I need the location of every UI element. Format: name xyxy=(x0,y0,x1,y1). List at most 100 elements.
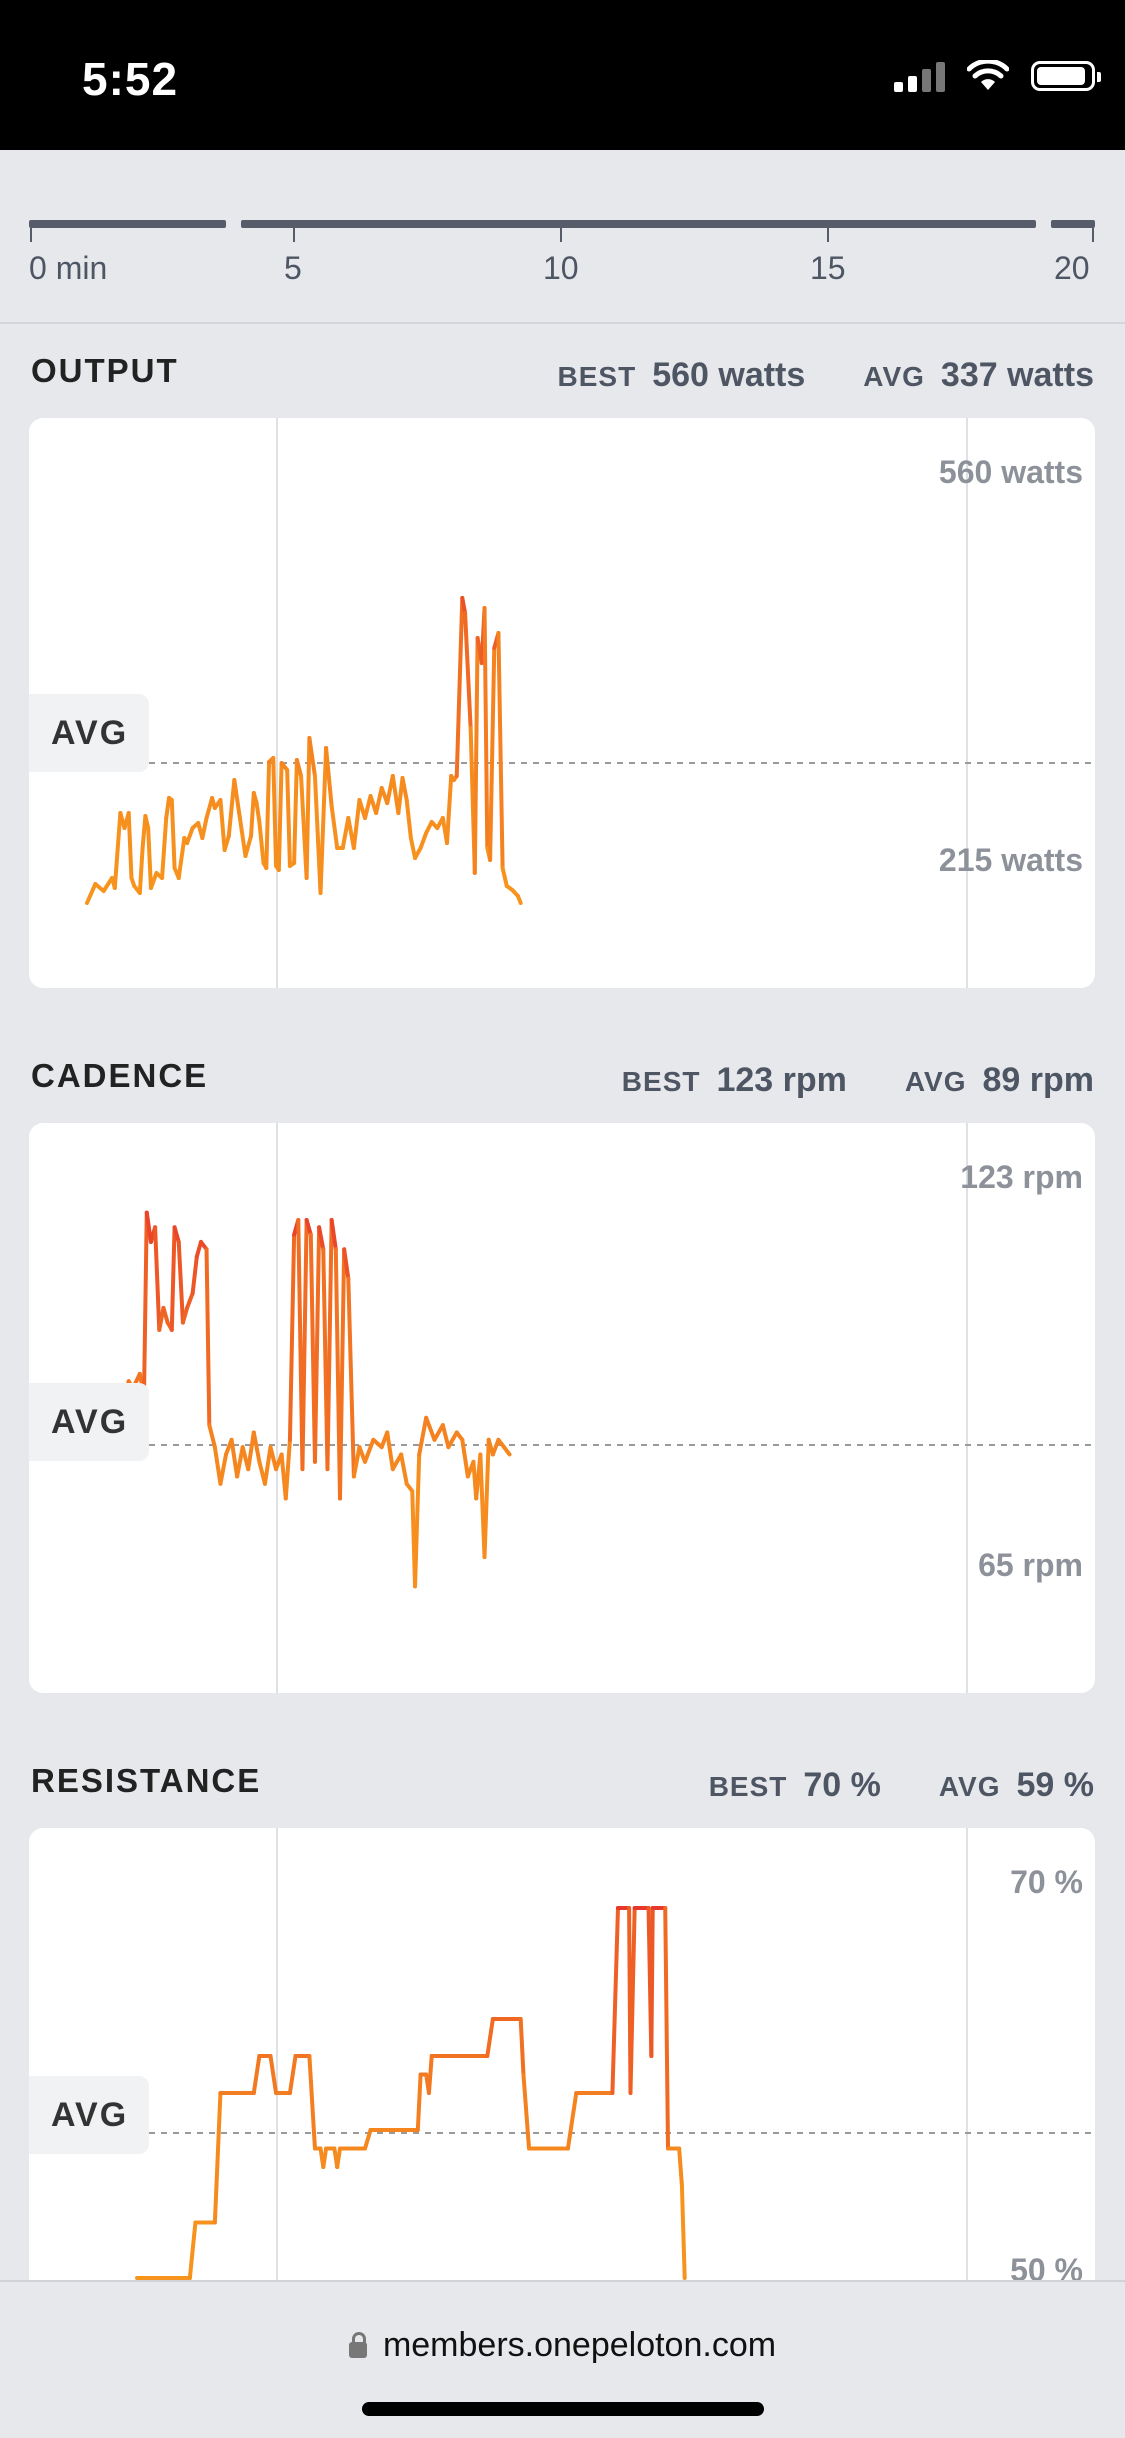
series-segment xyxy=(161,1305,170,1325)
series-segment xyxy=(287,1232,297,1442)
avg-value: 59 % xyxy=(1016,1766,1095,1804)
resistance-chart-svg xyxy=(29,1828,1095,2398)
series-segment xyxy=(169,1225,177,1332)
series-segment xyxy=(307,736,317,778)
series-segment xyxy=(445,774,454,845)
series-segment xyxy=(454,596,465,778)
series-segment xyxy=(300,1217,309,1472)
status-bar: 5:52 xyxy=(0,0,1125,150)
series-segment xyxy=(176,836,187,880)
series-segment xyxy=(185,1291,195,1310)
series-segment xyxy=(342,1247,351,1281)
address-bar[interactable]: members.onepeloton.com xyxy=(0,2326,1125,2365)
timeline xyxy=(0,150,1125,324)
home-indicator[interactable] xyxy=(362,2402,764,2416)
series-segment xyxy=(190,1254,199,1296)
avg-label: AVG xyxy=(938,1771,1001,1802)
series-segment xyxy=(276,761,284,872)
series-segment xyxy=(472,636,480,875)
series-segment xyxy=(502,1445,512,1457)
series-segment xyxy=(488,646,497,862)
series-segment xyxy=(232,778,242,820)
timeline-bar xyxy=(29,220,1095,242)
signal-icon xyxy=(894,60,945,92)
series-segment xyxy=(335,2146,342,2169)
best-label: BEST xyxy=(557,361,637,392)
cadence-chart: AVG 123 rpm 65 rpm xyxy=(29,1123,1095,1693)
avg-tag: AVG xyxy=(29,1383,149,1461)
series-segment xyxy=(200,816,209,840)
series-segment xyxy=(85,882,98,905)
series-segment xyxy=(399,1452,409,1486)
series-segment xyxy=(518,2017,526,2077)
series-segment xyxy=(160,816,169,880)
series-segment xyxy=(610,1906,620,2095)
series-segment xyxy=(677,2146,684,2188)
series-segment xyxy=(329,804,340,850)
avg-value: 337 watts xyxy=(940,356,1094,394)
series-segment xyxy=(460,1437,470,1479)
timeline-tick: 10 xyxy=(543,250,579,286)
series-segment xyxy=(283,1437,292,1501)
series-segment xyxy=(271,756,279,868)
min-label: 65 rpm xyxy=(978,1547,1083,1583)
output-chart-svg xyxy=(29,418,1095,988)
series-segment xyxy=(321,2146,329,2169)
best-value: 70 % xyxy=(803,1766,881,1804)
series-segment xyxy=(226,778,237,838)
series-segment xyxy=(262,1445,273,1486)
series-segment xyxy=(164,796,172,820)
series-segment xyxy=(460,596,468,615)
series-segment xyxy=(294,758,304,778)
series-segment xyxy=(146,826,153,890)
series-segment xyxy=(204,1247,212,1428)
series-segment xyxy=(112,811,123,890)
output-stats: BEST 560 watts AVG 337 watts xyxy=(558,356,1094,395)
series-segment xyxy=(374,786,384,815)
avg-value: 89 rpm xyxy=(982,1061,1095,1099)
series-segment xyxy=(268,2054,279,2095)
series-segment xyxy=(292,758,299,865)
series-segment xyxy=(254,801,262,824)
series-segment xyxy=(337,1247,347,1501)
best-label: BEST xyxy=(621,1066,701,1097)
max-label: 123 rpm xyxy=(960,1159,1083,1195)
best-label: BEST xyxy=(708,1771,788,1802)
resistance-title: RESISTANCE xyxy=(31,1762,262,1799)
series-segment xyxy=(351,1445,362,1479)
series-segment xyxy=(207,1423,217,1450)
series-segment xyxy=(304,1217,313,1237)
series-segment xyxy=(222,834,231,852)
series-segment xyxy=(257,820,266,865)
series-segment xyxy=(143,814,151,830)
avg-tag: AVG xyxy=(29,694,149,772)
url-text: members.onepeloton.com xyxy=(382,2326,777,2364)
browser-bottom-bar: members.onepeloton.com xyxy=(0,2280,1125,2438)
series-segment xyxy=(424,1415,437,1442)
cadence-chart-svg xyxy=(29,1123,1095,1693)
series-segment xyxy=(329,1217,338,1252)
best-value: 560 watts xyxy=(652,356,806,394)
series-segment xyxy=(153,1225,162,1332)
max-label: 70 % xyxy=(1010,1864,1083,1900)
series-segment xyxy=(663,1906,671,2151)
lock-icon xyxy=(348,2332,367,2358)
series-segment xyxy=(307,2054,317,2151)
series-segment xyxy=(251,2054,262,2095)
series-segment xyxy=(385,1430,395,1472)
wifi-icon xyxy=(967,60,1009,90)
avg-tag: AVG xyxy=(29,2076,149,2154)
output-chart: AVG 560 watts 215 watts xyxy=(29,418,1095,988)
series-segment xyxy=(235,1445,245,1479)
series-segment xyxy=(446,1430,459,1450)
series-segment xyxy=(187,2220,198,2280)
series-segment xyxy=(180,1305,190,1325)
series-segment xyxy=(137,846,145,895)
series-segment xyxy=(169,798,177,870)
cadence-title: CADENCE xyxy=(31,1057,209,1094)
series-segment xyxy=(415,2072,423,2132)
series-segment xyxy=(346,1276,356,1479)
series-segment xyxy=(287,2054,298,2095)
series-segment xyxy=(246,1430,256,1472)
output-title: OUTPUT xyxy=(31,352,179,389)
